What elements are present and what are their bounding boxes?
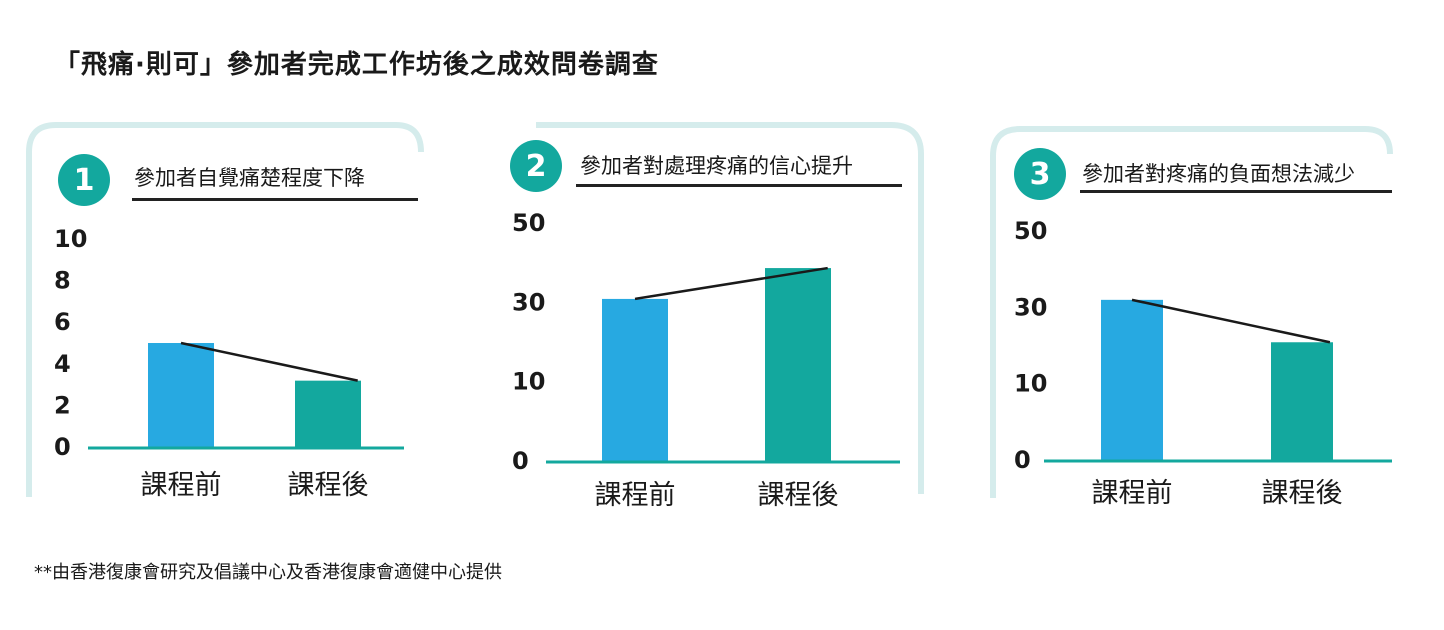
y-tick-label: 0: [54, 433, 71, 461]
y-tick-label: 10: [1014, 370, 1047, 398]
x-category-label: 課程前: [1092, 478, 1173, 509]
bar-chart-1: 10 8 6 4 2 0 課程前 課程後: [54, 225, 404, 501]
y-tick-label: 50: [512, 209, 545, 237]
panel-frame: [990, 126, 1393, 498]
x-category-label: 課程後: [758, 480, 839, 511]
trend-line: [634, 266, 828, 301]
y-tick-label: 0: [1014, 446, 1031, 474]
y-tick-label: 0: [512, 447, 529, 475]
panel-number-badge: 1: [58, 154, 110, 206]
title-underline: [1080, 190, 1392, 193]
y-tick-label: 4: [54, 350, 71, 378]
y-tick-label: 6: [54, 308, 71, 336]
bar-chart-3: 50 30 10 0 課程前 課程後: [1014, 217, 1392, 509]
y-tick-label: 2: [54, 391, 71, 419]
panel-title: 參加者對處理疼痛的信心提升: [580, 154, 853, 178]
panel-number-badge: 3: [1014, 148, 1066, 200]
y-tick-label: 10: [512, 368, 545, 396]
y-tick-label: 50: [1014, 217, 1047, 245]
bar-before: [148, 343, 214, 448]
panel-title: 參加者自覺痛楚程度下降: [134, 166, 365, 190]
x-category-label: 課程後: [288, 470, 369, 501]
bar-before: [1101, 299, 1163, 461]
chart-panel-1: 1 參加者自覺痛楚程度下降 10 8 6 4 2 0 課程前 課程後: [26, 122, 424, 501]
x-category-label: 課程前: [141, 470, 222, 501]
x-category-label: 課程後: [1262, 478, 1343, 509]
bar-after: [1271, 342, 1333, 461]
chart-panel-2: 2 參加者對處理疼痛的信心提升 50 30 10 0 課程前 課程後: [496, 122, 926, 520]
panel-number-badge: 2: [510, 140, 562, 192]
y-tick-label: 30: [512, 288, 545, 316]
trend-line: [180, 341, 358, 382]
title-underline: [132, 198, 418, 201]
y-tick-label: 8: [54, 267, 71, 295]
panel-frame: [26, 122, 424, 497]
bar-before: [602, 298, 668, 462]
source-note: **由香港復康會研究及倡議中心及香港復康會適健中心提供: [34, 562, 502, 583]
x-category-label: 課程前: [595, 480, 676, 511]
bar-after: [765, 268, 831, 462]
bar-after: [295, 380, 361, 448]
bar-chart-2: 50 30 10 0 課程前 課程後: [512, 209, 900, 511]
chart-panel-3: 3 參加者對疼痛的負面想法減少 50 30 10 0 課程前 課程後: [990, 126, 1394, 509]
y-tick-label: 30: [1014, 293, 1047, 321]
trend-line: [1131, 298, 1331, 344]
y-tick-label: 10: [54, 225, 87, 253]
title-underline: [576, 184, 902, 187]
panel-title: 參加者對疼痛的負面想法減少: [1082, 162, 1355, 186]
panel-frame: [536, 122, 924, 494]
page-title: 「飛痛·則可」參加者完成工作坊後之成效問卷調查: [54, 50, 659, 80]
